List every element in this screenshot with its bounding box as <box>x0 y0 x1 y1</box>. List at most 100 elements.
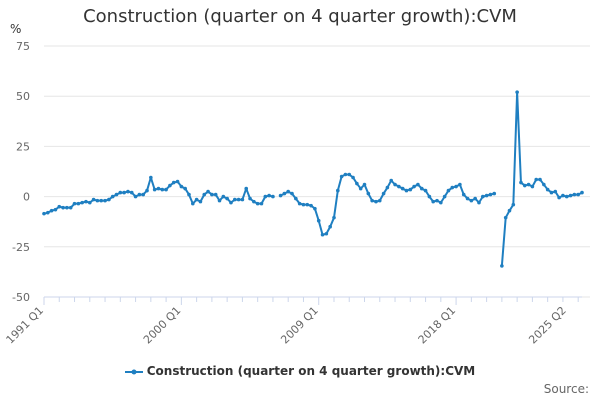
data-point <box>542 182 546 187</box>
data-point <box>492 191 497 196</box>
data-point <box>57 204 62 209</box>
data-point <box>160 187 165 192</box>
data-point <box>404 188 409 193</box>
data-point <box>366 191 371 196</box>
data-point <box>469 198 474 203</box>
data-point <box>419 186 424 191</box>
data-point <box>339 174 344 179</box>
data-point <box>488 192 493 197</box>
data-point <box>408 187 413 192</box>
data-point <box>126 189 130 194</box>
data-point <box>240 197 245 202</box>
data-point <box>187 192 191 197</box>
data-point <box>313 206 317 211</box>
data-point <box>458 182 462 187</box>
data-point <box>278 193 283 198</box>
data-point <box>454 184 458 189</box>
data-point <box>122 190 126 195</box>
data-point <box>377 198 382 203</box>
data-point <box>198 199 203 204</box>
data-point <box>191 201 195 206</box>
data-point <box>87 200 92 205</box>
data-point <box>530 184 535 189</box>
data-point <box>351 175 355 180</box>
data-point <box>484 193 489 198</box>
data-point <box>103 198 107 203</box>
legend-line-swatch <box>124 369 143 374</box>
legend[interactable]: Construction (quarter on 4 quarter growt… <box>0 364 600 378</box>
data-point <box>572 192 577 197</box>
data-point <box>206 189 210 194</box>
data-point <box>534 177 539 182</box>
y-tick-label: 0 <box>23 191 30 204</box>
data-point <box>80 200 84 205</box>
data-point <box>152 187 157 192</box>
data-point <box>538 177 542 182</box>
data-point <box>61 205 65 210</box>
data-point <box>145 188 149 193</box>
data-point <box>465 196 470 201</box>
data-point <box>171 180 176 185</box>
data-point <box>320 232 325 237</box>
data-point <box>564 194 569 199</box>
gridlines <box>44 45 590 298</box>
data-point <box>324 231 329 236</box>
x-tick-label: 2018 Q1 <box>416 304 459 347</box>
data-point <box>374 199 378 204</box>
y-axis-unit-label: % <box>10 22 21 36</box>
data-point <box>309 203 313 208</box>
data-point <box>450 185 455 190</box>
data-point <box>294 196 298 201</box>
data-point <box>393 182 397 187</box>
data-point <box>557 195 561 200</box>
data-point <box>297 201 302 206</box>
data-point <box>362 182 367 187</box>
data-point <box>49 208 54 213</box>
data-point <box>305 202 310 207</box>
data-point <box>229 200 233 205</box>
data-point <box>91 197 96 202</box>
y-tick-label: 25 <box>16 140 30 153</box>
data-point <box>442 194 447 199</box>
data-point <box>141 192 146 197</box>
data-point <box>107 197 111 202</box>
data-point <box>389 178 394 183</box>
data-point <box>68 205 73 210</box>
data-point <box>336 188 340 193</box>
data-point <box>427 194 432 199</box>
data-point <box>202 192 207 197</box>
data-point <box>316 218 321 223</box>
data-point <box>72 201 77 206</box>
data-point <box>301 202 306 207</box>
x-axis <box>43 296 582 305</box>
data-point <box>435 198 439 203</box>
data-point <box>358 186 363 191</box>
data-point <box>515 90 519 94</box>
data-point <box>110 194 115 199</box>
data-point <box>439 200 443 205</box>
data-point <box>343 172 348 177</box>
data-point <box>290 191 294 196</box>
data-point <box>423 188 428 193</box>
data-point <box>461 192 466 197</box>
series-line <box>43 91 583 266</box>
data-point <box>500 264 504 268</box>
data-point <box>522 183 527 188</box>
data-point <box>114 192 119 197</box>
y-axis: 75 50 25 0 -25 -50 <box>12 40 30 304</box>
data-point <box>76 201 81 206</box>
data-point <box>271 194 275 199</box>
data-point <box>549 190 554 195</box>
data-point <box>568 193 573 198</box>
legend-label: Construction (quarter on 4 quarter growt… <box>146 364 476 378</box>
data-point <box>519 180 523 185</box>
data-point <box>259 201 264 206</box>
data-point <box>129 190 134 195</box>
data-point <box>118 190 123 195</box>
data-point <box>580 190 584 195</box>
x-tick-label: 2025 Q2 <box>526 304 569 347</box>
data-point <box>217 198 222 203</box>
data-point <box>561 193 565 198</box>
data-point <box>252 199 256 204</box>
